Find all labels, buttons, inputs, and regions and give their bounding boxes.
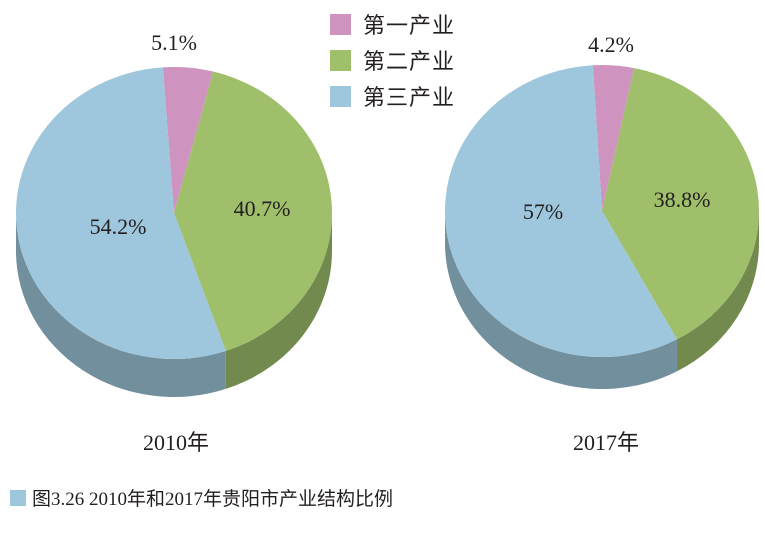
pie-slice-1-0: [592, 64, 635, 211]
pie-side-1-1: [676, 211, 759, 372]
legend-item-secondary: 第二产业: [330, 42, 455, 78]
legend-item-tertiary: 第三产业: [330, 78, 455, 114]
slice-label-1-2: 57%: [523, 199, 563, 224]
pie-charts: 5.1% 40.7% 54.2% 4.2% 38.8% 57%: [15, 30, 760, 397]
pie-slice-1-1: [602, 68, 760, 340]
legend-swatch-tertiary: [330, 85, 351, 107]
slice-label-1-1: 38.8%: [654, 187, 711, 212]
slice-label-0-1: 40.7%: [234, 196, 291, 221]
legend-swatch-secondary: [330, 49, 351, 71]
legend-label-primary: 第一产业: [363, 13, 456, 38]
slice-label-0-0: 5.1%: [151, 30, 197, 55]
pie-slice-0-1: [174, 71, 332, 351]
pie-side-0-2: [16, 213, 226, 397]
pie-label-2017: 2017年: [572, 430, 639, 455]
pie-1: 4.2% 38.8% 57%: [444, 32, 760, 389]
pie-slice-0-2: [15, 67, 226, 360]
figure-caption: 图3.26 2010年和2017年贵阳市产业结构比例: [10, 484, 393, 511]
legend-item-primary: 第一产业: [330, 6, 455, 42]
legend-swatch-primary: [330, 13, 351, 35]
legend-label-tertiary: 第三产业: [363, 85, 456, 110]
pie-side-1-2: [445, 211, 677, 389]
pie-slice-0-0: [162, 66, 214, 213]
caption-text: 图3.26 2010年和2017年贵阳市产业结构比例: [32, 489, 394, 510]
slice-label-1-0: 4.2%: [588, 32, 634, 57]
legend: 第一产业 第二产业 第三产业: [330, 6, 455, 114]
caption-marker-icon: [10, 489, 26, 506]
pie-label-2010: 2010年: [142, 430, 209, 455]
pie-side-0-1: [225, 213, 332, 389]
slice-label-0-2: 54.2%: [90, 214, 147, 239]
pie-slice-1-2: [444, 65, 677, 358]
legend-label-secondary: 第二产业: [363, 49, 456, 74]
pie-0: 5.1% 40.7% 54.2%: [15, 30, 332, 397]
